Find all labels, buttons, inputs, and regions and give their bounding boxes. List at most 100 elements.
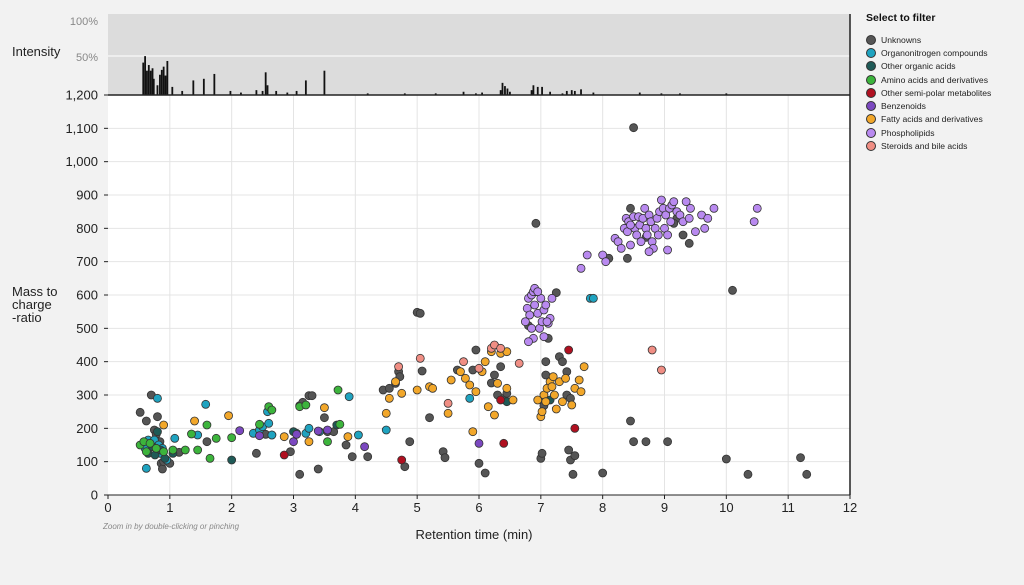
data-point[interactable] [381, 425, 391, 435]
data-point[interactable] [255, 419, 264, 429]
data-point[interactable] [341, 440, 351, 450]
data-point[interactable] [626, 416, 635, 426]
data-point[interactable] [460, 373, 470, 383]
data-point[interactable] [465, 380, 475, 390]
data-point[interactable] [304, 437, 314, 447]
legend-item[interactable]: Steroids and bile acids [866, 139, 1016, 152]
data-point[interactable] [158, 464, 167, 474]
data-point[interactable] [574, 375, 584, 385]
data-point[interactable] [564, 345, 574, 355]
data-point[interactable] [264, 418, 274, 428]
data-point[interactable] [480, 468, 490, 478]
data-point[interactable] [632, 230, 642, 240]
data-point[interactable] [539, 332, 549, 342]
data-point[interactable] [547, 293, 557, 303]
data-point[interactable] [579, 362, 589, 372]
data-point[interactable] [235, 426, 245, 436]
data-point[interactable] [145, 438, 155, 448]
data-point[interactable] [159, 420, 169, 430]
data-point[interactable] [397, 455, 407, 465]
data-point[interactable] [663, 437, 672, 447]
data-point[interactable] [700, 223, 710, 233]
data-point[interactable] [320, 413, 329, 423]
data-point[interactable] [709, 203, 719, 213]
legend-item[interactable]: Benzenoids [866, 99, 1016, 112]
data-point[interactable] [749, 217, 759, 227]
data-point[interactable] [493, 378, 502, 388]
data-point[interactable] [307, 391, 317, 401]
data-point[interactable] [153, 412, 162, 422]
legend-item[interactable]: Other semi-polar metabolites [866, 86, 1016, 99]
data-point[interactable] [391, 377, 400, 387]
data-point[interactable] [289, 437, 298, 447]
data-point[interactable] [567, 400, 577, 410]
data-point[interactable] [520, 317, 530, 327]
data-point[interactable] [514, 358, 524, 368]
data-point[interactable] [669, 197, 679, 207]
data-point[interactable] [496, 343, 506, 353]
data-point[interactable] [576, 387, 586, 397]
data-point[interactable] [490, 410, 499, 420]
data-point[interactable] [267, 430, 277, 440]
data-point[interactable] [267, 405, 277, 415]
data-point[interactable] [508, 395, 518, 405]
data-point[interactable] [304, 423, 314, 433]
data-point[interactable] [570, 451, 580, 461]
data-point[interactable] [496, 362, 506, 372]
data-point[interactable] [159, 447, 169, 457]
data-point[interactable] [568, 469, 578, 479]
data-point[interactable] [313, 426, 323, 436]
data-point[interactable] [483, 402, 493, 412]
data-point[interactable] [684, 213, 694, 223]
data-point[interactable] [530, 300, 540, 310]
data-point[interactable] [360, 442, 370, 452]
data-point[interactable] [550, 390, 559, 400]
data-point[interactable] [474, 438, 484, 448]
data-point[interactable] [525, 310, 535, 320]
data-point[interactable] [626, 220, 635, 230]
data-point[interactable] [397, 388, 407, 398]
legend-item[interactable]: Organonitrogen compounds [866, 46, 1016, 59]
data-point[interactable] [686, 203, 695, 213]
data-point[interactable] [279, 450, 289, 460]
data-point[interactable] [582, 250, 592, 260]
data-point[interactable] [443, 408, 453, 418]
data-point[interactable] [657, 195, 666, 205]
data-point[interactable] [347, 452, 357, 462]
data-point[interactable] [548, 372, 558, 382]
data-point[interactable] [474, 363, 484, 373]
data-point[interactable] [561, 373, 570, 383]
data-point[interactable] [471, 345, 481, 355]
data-point[interactable] [626, 240, 635, 250]
data-point[interactable] [193, 445, 203, 455]
data-point[interactable] [180, 445, 190, 455]
data-point[interactable] [728, 285, 737, 295]
data-point[interactable] [796, 453, 805, 463]
data-point[interactable] [384, 393, 394, 403]
data-point[interactable] [141, 463, 151, 473]
data-point[interactable] [417, 366, 427, 376]
data-point[interactable] [301, 400, 311, 410]
legend-item[interactable]: Other organic acids [866, 60, 1016, 73]
data-point[interactable] [527, 323, 536, 333]
legend-item[interactable]: Unknowns [866, 33, 1016, 46]
data-point[interactable] [547, 382, 557, 392]
data-point[interactable] [480, 357, 490, 367]
data-point[interactable] [187, 429, 196, 439]
data-point[interactable] [443, 398, 453, 408]
data-point[interactable] [598, 468, 608, 478]
data-point[interactable] [384, 383, 394, 393]
data-point[interactable] [227, 455, 237, 465]
data-point[interactable] [576, 263, 586, 273]
data-point[interactable] [255, 431, 264, 441]
data-point[interactable] [537, 448, 547, 458]
data-point[interactable] [323, 437, 332, 447]
data-point[interactable] [323, 425, 332, 435]
data-point[interactable] [558, 397, 567, 407]
data-point[interactable] [381, 408, 391, 418]
data-point[interactable] [684, 238, 694, 248]
data-point[interactable] [537, 407, 547, 417]
data-point[interactable] [721, 454, 731, 464]
data-point[interactable] [202, 420, 212, 430]
